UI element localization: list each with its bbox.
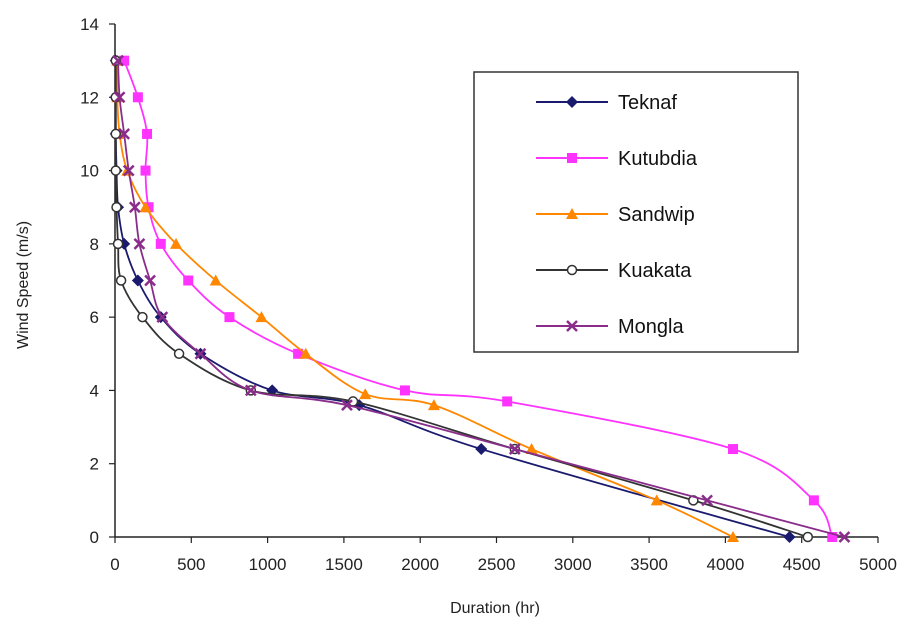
- y-tick-label: 8: [90, 235, 99, 254]
- legend-marker-kutubdia: [567, 153, 577, 163]
- mongla-data-point: [128, 201, 141, 214]
- mongla-data-point: [156, 311, 169, 324]
- kutubdia-data-point: [728, 444, 739, 455]
- kuakata-data-point: [111, 201, 122, 213]
- x-tick-label: 1000: [249, 555, 287, 574]
- kuakata-data-point: [112, 238, 124, 250]
- kutubdia-data-point: [293, 348, 304, 359]
- kutubdia-data-point: [224, 312, 235, 323]
- mongla-data-point: [194, 347, 207, 360]
- kutubdia-data-point: [132, 92, 143, 103]
- mongla-data-point: [122, 164, 135, 177]
- x-tick-label: 1500: [325, 555, 363, 574]
- sandwip-data-point: [727, 531, 740, 542]
- mongla-data-point: [341, 399, 353, 411]
- y-tick-label: 4: [90, 381, 99, 400]
- teknaf-data-point: [475, 443, 488, 456]
- legend-box: [473, 71, 799, 353]
- mongla-data-point: [508, 443, 521, 455]
- legend-marker-teknaf: [566, 96, 578, 108]
- sandwip-data-point: [139, 201, 152, 213]
- kutubdia-data-point: [808, 495, 819, 506]
- kutubdia-data-point: [155, 238, 166, 249]
- kutubdia-data-point: [140, 165, 151, 176]
- mongla-data-point: [244, 384, 257, 397]
- legend-label-teknaf: Teknaf: [618, 92, 677, 114]
- kuakata-data-point: [115, 275, 127, 286]
- sandwip-data-point: [299, 347, 312, 359]
- kutubdia-data-point: [142, 128, 153, 139]
- legend-marker-kuakata: [566, 264, 578, 276]
- teknaf-data-point: [783, 531, 796, 543]
- y-tick-label: 0: [90, 528, 99, 547]
- mongla-data-point: [838, 531, 851, 543]
- y-tick-label: 14: [80, 15, 99, 34]
- sandwip-data-point: [255, 311, 268, 323]
- x-tick-label: 0: [110, 555, 119, 574]
- x-tick-label: 2500: [478, 555, 516, 574]
- x-tick-label: 2000: [401, 555, 439, 574]
- legend-marker-sandwip: [566, 208, 578, 219]
- x-tick-label: 3500: [630, 555, 668, 574]
- kuakata-data-point: [110, 165, 122, 176]
- sandwip-data-point: [650, 494, 663, 506]
- sandwip-data-point: [359, 388, 372, 400]
- x-tick-label: 4500: [783, 555, 821, 574]
- x-tick-label: 3000: [554, 555, 592, 574]
- kuakata-data-point: [802, 531, 814, 543]
- y-tick-label: 12: [80, 88, 99, 107]
- kutubdia-data-point: [827, 532, 838, 542]
- mongla-data-point: [133, 237, 146, 250]
- mongla-data-point: [113, 91, 126, 104]
- y-tick-label: 2: [90, 455, 99, 474]
- mongla-series-line: [117, 60, 845, 538]
- legend-label-kutubdia: Kutubdia: [618, 148, 698, 170]
- sandwip-data-point: [209, 274, 222, 286]
- y-axis-title: Wind Speed (m/s): [15, 221, 32, 349]
- legend: Teknaf Kutubdia Sandwip Kuakata Mongla: [473, 71, 799, 353]
- mongla-data-point: [701, 494, 713, 507]
- x-tick-label: 500: [177, 555, 205, 574]
- x-tick-label: 4000: [706, 555, 744, 574]
- legend-label-sandwip: Sandwip: [618, 204, 695, 226]
- kutubdia-data-point: [119, 55, 130, 66]
- kutubdia-data-point: [183, 275, 194, 286]
- sandwip-data-point: [170, 237, 183, 249]
- kuakata-data-point: [110, 128, 122, 140]
- kutubdia-data-point: [502, 396, 513, 407]
- mongla-data-point: [144, 274, 156, 287]
- kuakata-data-point: [137, 311, 148, 323]
- mongla-data-point: [112, 54, 124, 67]
- kutubdia-data-point: [399, 385, 410, 396]
- y-tick-label: 10: [80, 162, 99, 181]
- teknaf-data-point: [131, 274, 144, 287]
- kutubdia-series-line: [123, 60, 834, 538]
- sandwip-data-point: [427, 399, 440, 411]
- legend-label-mongla: Mongla: [618, 316, 684, 338]
- x-tick-label: 5000: [859, 555, 897, 574]
- legend-label-kuakata: Kuakata: [618, 260, 692, 282]
- y-tick-label: 6: [90, 308, 99, 327]
- plot-area: 0 500 1000 1500 2000 2500 3000 3500 4000 4500 5000…: [80, 15, 897, 574]
- kuakata-data-point: [173, 348, 185, 360]
- legend-marker-mongla: [566, 320, 578, 332]
- sandwip-data-point: [525, 443, 538, 455]
- mongla-data-point: [118, 128, 131, 140]
- x-axis-title: Duration (hr): [450, 600, 540, 617]
